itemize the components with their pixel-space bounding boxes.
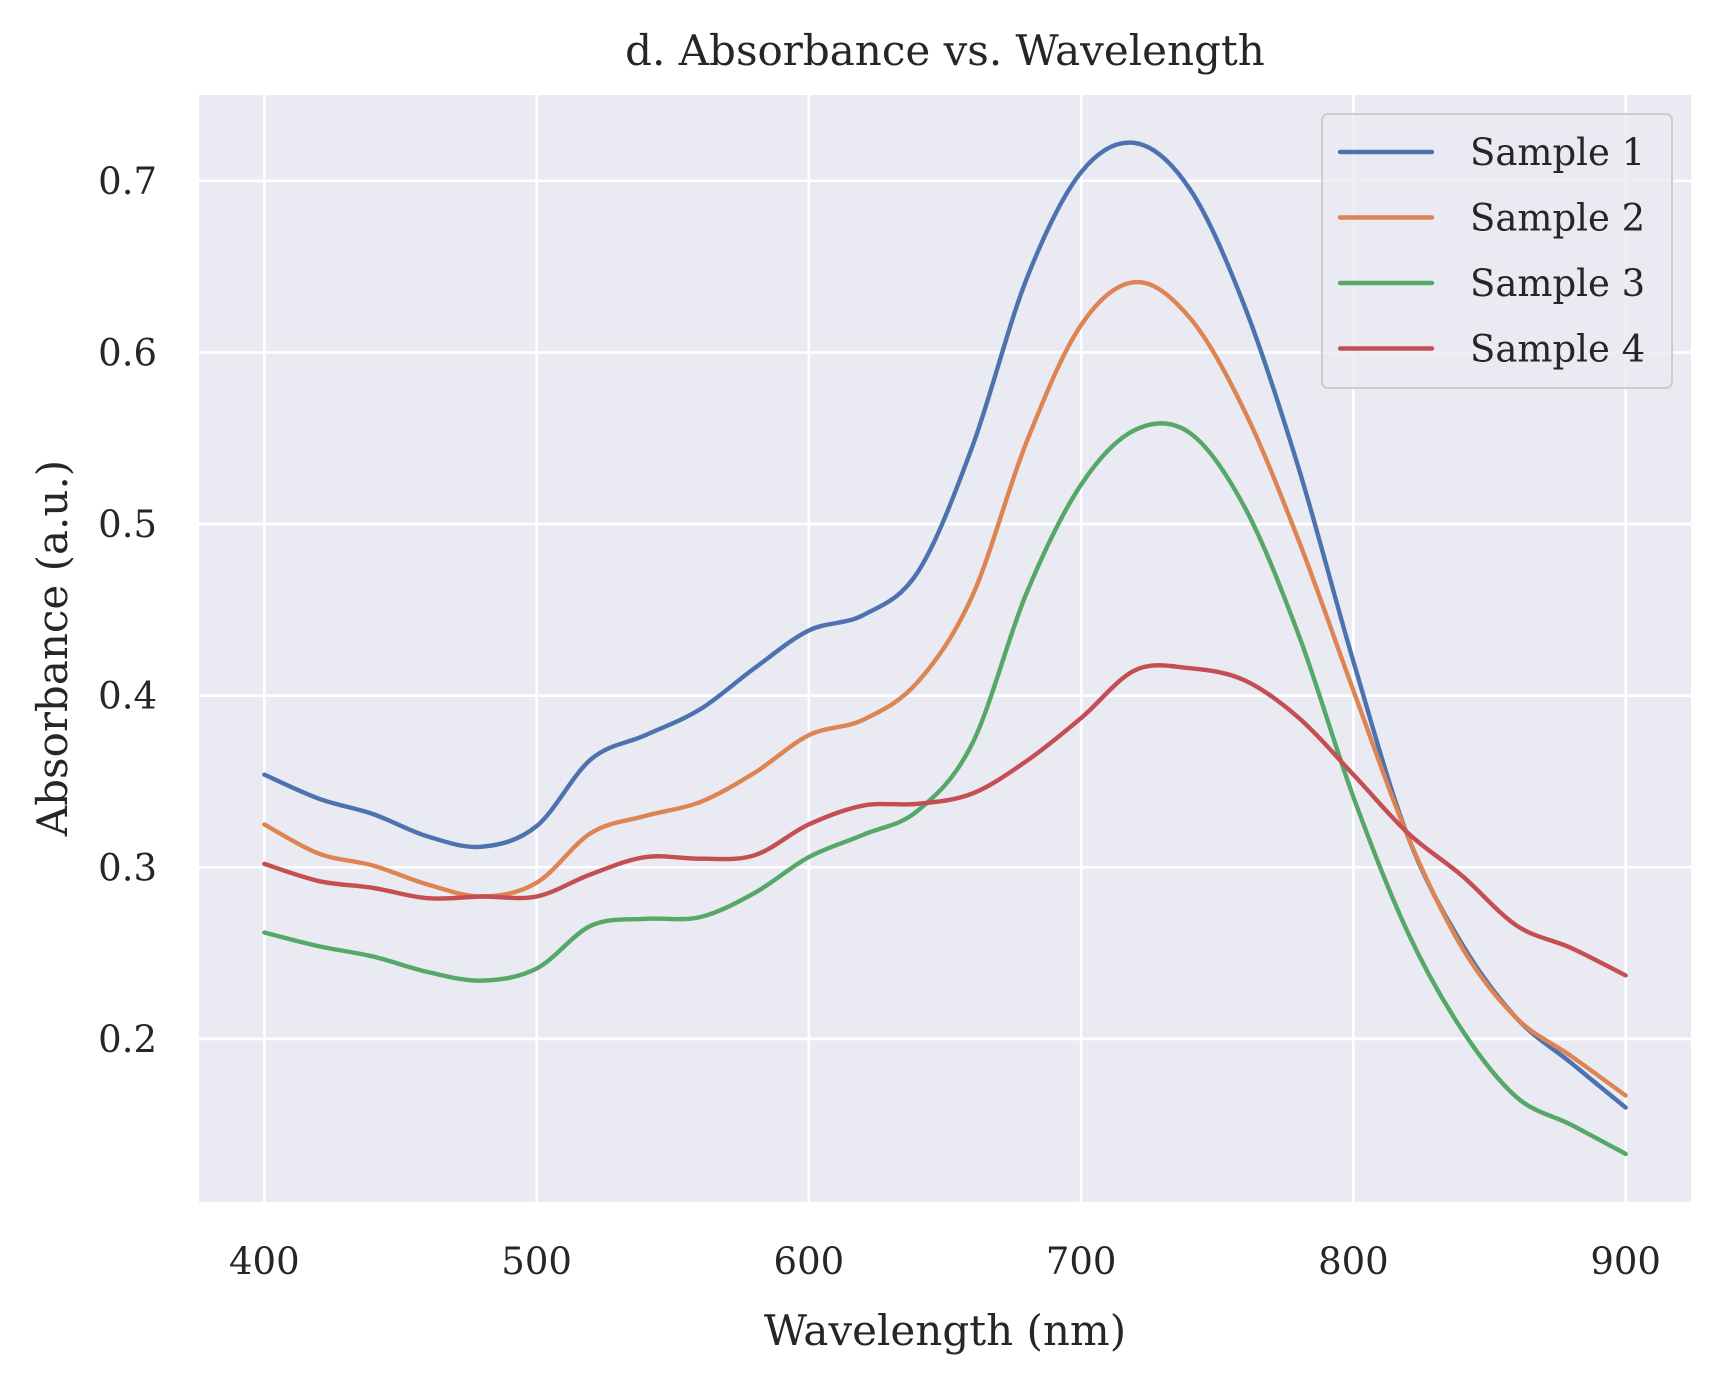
legend-label-1: Sample 1 xyxy=(1470,131,1645,174)
y-tick-labels: 0.2 0.3 0.4 0.5 0.6 0.7 xyxy=(98,160,157,1061)
x-tick-labels: 400 500 600 700 800 900 xyxy=(229,1240,1661,1283)
x-tick-label: 700 xyxy=(1046,1240,1117,1283)
x-tick-label: 800 xyxy=(1318,1240,1389,1283)
series-layer xyxy=(262,140,1628,1157)
legend-label-4: Sample 4 xyxy=(1470,328,1645,371)
y-tick-label: 0.4 xyxy=(98,675,157,718)
x-tick-label: 400 xyxy=(229,1240,300,1283)
y-tick-label: 0.6 xyxy=(98,331,157,374)
x-axis-label: Wavelength (nm) xyxy=(764,1306,1126,1355)
x-tick-label: 900 xyxy=(1590,1240,1661,1283)
legend-label-3: Sample 3 xyxy=(1470,262,1645,305)
y-tick-label: 0.5 xyxy=(98,503,157,546)
legend-label-2: Sample 2 xyxy=(1470,197,1645,240)
x-tick-label: 500 xyxy=(501,1240,572,1283)
legend: Sample 1 Sample 2 Sample 3 Sample 4 xyxy=(1321,113,1673,389)
x-tick-label: 600 xyxy=(774,1240,845,1283)
y-axis-label: Absorbance (a.u.) xyxy=(28,460,77,837)
y-tick-label: 0.7 xyxy=(98,160,157,203)
y-tick-label: 0.2 xyxy=(98,1018,157,1061)
series-line-3 xyxy=(262,421,1628,1157)
series-line-4 xyxy=(262,663,1628,978)
y-tick-label: 0.3 xyxy=(98,846,157,889)
legend-box xyxy=(1321,113,1673,389)
chart-title: d. Absorbance vs. Wavelength xyxy=(625,26,1265,75)
series-line-2 xyxy=(262,279,1628,1098)
